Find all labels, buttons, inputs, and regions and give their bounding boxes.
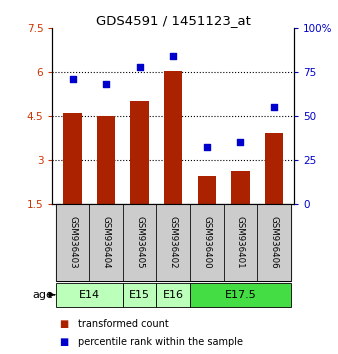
Text: percentile rank within the sample: percentile rank within the sample [78, 337, 243, 348]
Bar [156, 283, 190, 307]
Text: GSM936403: GSM936403 [68, 216, 77, 269]
Text: GSM936406: GSM936406 [269, 216, 279, 269]
Text: E14: E14 [79, 290, 100, 300]
Text: E17.5: E17.5 [224, 290, 256, 300]
Bar [130, 101, 149, 204]
Point [238, 139, 243, 145]
Bar [257, 204, 291, 281]
Point [171, 53, 176, 59]
Text: GSM936400: GSM936400 [202, 216, 211, 269]
Bar [164, 71, 183, 204]
Point [137, 64, 142, 70]
Text: GSM936405: GSM936405 [135, 216, 144, 269]
Bar [56, 204, 89, 281]
Point [204, 145, 210, 150]
Bar [231, 171, 249, 204]
Point [70, 76, 75, 82]
Bar [123, 283, 156, 307]
Text: GSM936402: GSM936402 [169, 216, 178, 269]
Bar [63, 113, 82, 204]
Text: transformed count: transformed count [78, 319, 168, 329]
Text: age: age [32, 290, 53, 300]
Title: GDS4591 / 1451123_at: GDS4591 / 1451123_at [96, 14, 251, 27]
Bar [190, 204, 223, 281]
Text: ■: ■ [59, 337, 68, 348]
Bar [190, 283, 291, 307]
Bar [265, 133, 283, 204]
Bar [156, 204, 190, 281]
Bar [89, 204, 123, 281]
Text: E15: E15 [129, 290, 150, 300]
Bar [223, 204, 257, 281]
Point [103, 81, 109, 87]
Bar [197, 176, 216, 204]
Bar [56, 283, 123, 307]
Text: GSM936404: GSM936404 [102, 216, 111, 269]
Point [271, 104, 276, 110]
Text: ■: ■ [59, 319, 68, 329]
Text: E16: E16 [163, 290, 184, 300]
Bar [123, 204, 156, 281]
Bar [97, 116, 115, 204]
Text: GSM936401: GSM936401 [236, 216, 245, 269]
